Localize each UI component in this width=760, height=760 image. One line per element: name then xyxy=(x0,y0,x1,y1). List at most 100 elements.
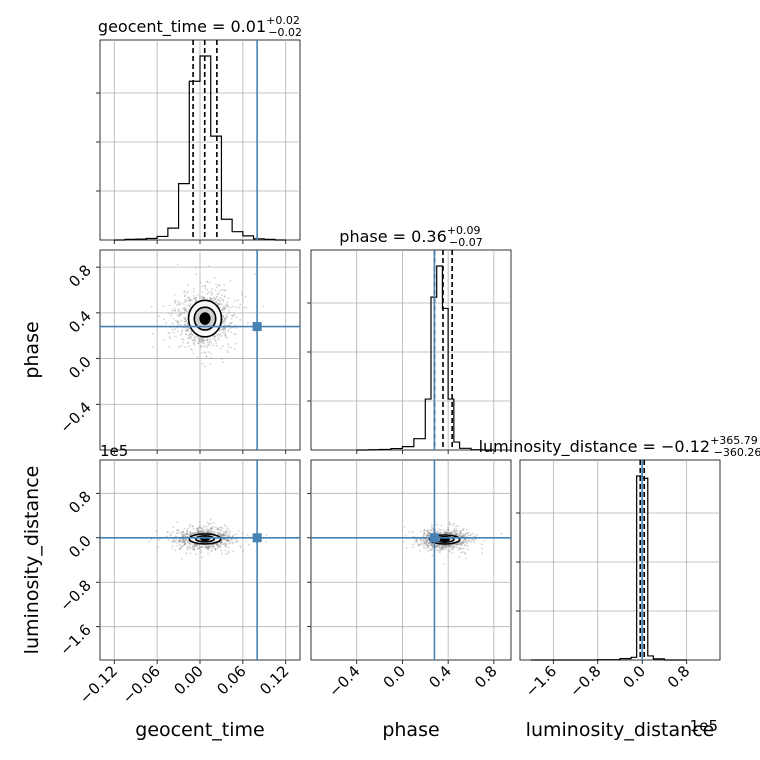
sample-point xyxy=(229,327,232,329)
title-lower-error: −360.26 xyxy=(714,446,760,459)
sample-point xyxy=(185,552,188,555)
sample-point xyxy=(216,547,219,550)
sample-point xyxy=(188,345,190,348)
sample-point xyxy=(427,543,430,546)
sample-point xyxy=(458,556,461,558)
sample-point xyxy=(227,528,230,531)
sample-point xyxy=(189,533,192,536)
sample-point xyxy=(179,546,182,549)
scatter-panel-phase_luminosity_distance xyxy=(307,459,512,664)
sample-point xyxy=(223,321,225,324)
sample-point xyxy=(435,545,438,548)
sample-point xyxy=(445,545,447,548)
sample-point xyxy=(203,530,205,532)
sample-point xyxy=(158,539,160,541)
sample-point xyxy=(422,542,425,545)
sample-point xyxy=(170,312,173,315)
sample-point xyxy=(218,290,221,293)
sample-point xyxy=(223,524,226,526)
sample-point xyxy=(443,531,446,534)
sample-point xyxy=(201,527,204,530)
sample-point xyxy=(453,522,456,525)
sample-point xyxy=(221,319,224,322)
sample-point xyxy=(221,533,224,536)
sample-point xyxy=(203,296,206,299)
sample-point xyxy=(418,544,421,547)
sample-point xyxy=(178,540,181,543)
y-tick-label: −0.8 xyxy=(56,576,94,614)
sample-point xyxy=(222,331,225,334)
sample-point xyxy=(448,531,451,534)
sample-point xyxy=(204,546,206,549)
sample-point xyxy=(234,333,236,336)
sample-point xyxy=(188,296,190,299)
sample-point xyxy=(226,305,229,308)
sample-point xyxy=(201,285,204,288)
sample-point xyxy=(230,321,233,324)
sample-point xyxy=(192,533,195,535)
sample-point xyxy=(183,533,186,536)
sample-point xyxy=(219,296,221,299)
sample-point xyxy=(182,338,185,341)
sample-point xyxy=(218,338,221,341)
sample-point xyxy=(462,540,464,543)
sample-point xyxy=(197,337,200,340)
sample-point xyxy=(455,525,457,528)
sample-point xyxy=(188,305,191,308)
sample-point xyxy=(201,546,204,549)
sample-point xyxy=(462,541,464,543)
x-tick-label: 0.00 xyxy=(170,662,206,698)
sample-point xyxy=(195,335,198,338)
sample-point xyxy=(220,335,223,338)
sample-point xyxy=(202,345,205,348)
sample-point xyxy=(447,529,450,531)
sample-point xyxy=(206,346,209,349)
sample-point xyxy=(193,545,196,548)
sample-point xyxy=(200,556,203,559)
sample-point xyxy=(254,273,257,275)
sample-point xyxy=(428,542,431,545)
sample-point xyxy=(207,545,210,548)
sample-point xyxy=(189,303,192,306)
sample-point xyxy=(443,532,446,535)
sample-point xyxy=(182,534,185,536)
sample-point xyxy=(200,338,203,340)
sample-point xyxy=(419,538,422,541)
sample-point xyxy=(439,530,442,533)
sample-point xyxy=(181,531,184,534)
sample-point xyxy=(184,333,187,336)
sample-point xyxy=(430,529,432,532)
sample-point xyxy=(183,307,185,310)
sample-point xyxy=(427,534,430,537)
sample-point xyxy=(180,319,183,322)
sample-point xyxy=(425,539,428,542)
sample-point xyxy=(195,544,198,547)
sample-point xyxy=(411,546,414,549)
sample-point xyxy=(215,544,218,547)
sample-point xyxy=(448,532,451,534)
title-upper-error: +365.79 xyxy=(710,434,758,447)
sample-point xyxy=(203,525,206,528)
sample-point xyxy=(166,531,169,534)
sample-point xyxy=(235,327,238,329)
sample-point xyxy=(424,542,426,545)
sample-point xyxy=(444,532,447,535)
sample-point xyxy=(219,542,222,544)
sample-point xyxy=(195,297,197,300)
sample-point xyxy=(408,531,411,534)
sample-point xyxy=(195,273,198,276)
x-tick-label: −0.4 xyxy=(325,662,363,700)
sample-point xyxy=(168,304,171,307)
sample-point xyxy=(187,328,189,331)
sample-point xyxy=(186,342,189,345)
panel-content xyxy=(100,460,300,660)
sample-point xyxy=(212,337,215,340)
sample-point xyxy=(431,542,434,545)
sample-point xyxy=(222,315,225,318)
sample-point xyxy=(443,562,445,565)
sample-point xyxy=(230,306,232,309)
sample-point xyxy=(175,542,178,544)
sample-point xyxy=(150,538,153,541)
sample-point xyxy=(204,351,207,354)
sample-point xyxy=(455,533,457,535)
